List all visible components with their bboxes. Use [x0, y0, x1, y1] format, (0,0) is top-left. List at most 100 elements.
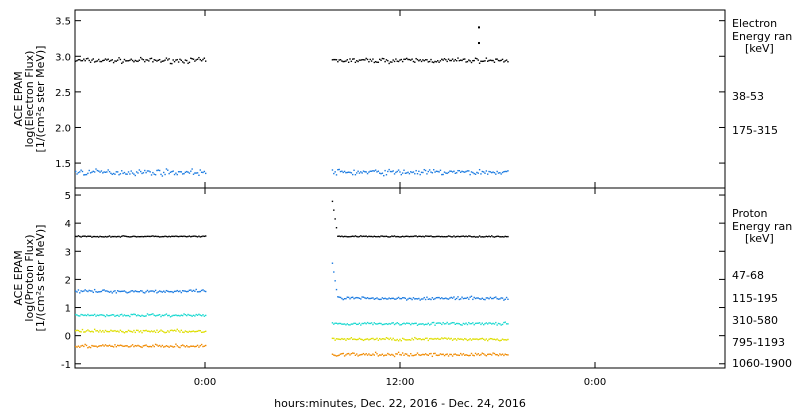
proton-data-point [416, 338, 419, 341]
proton-data-point [408, 235, 411, 238]
proton-data-point [501, 323, 504, 326]
proton-data-point [202, 345, 204, 348]
proton-data-point [96, 291, 99, 293]
proton-data-point [195, 235, 197, 238]
electron-data-point [110, 172, 112, 175]
proton-data-point [424, 323, 427, 326]
electron-data-point [95, 168, 97, 170]
proton-data-point [184, 235, 187, 238]
proton-data-point [449, 235, 451, 237]
proton-legend-entry-4: 795-1193 [732, 336, 785, 349]
proton-data-point [357, 355, 359, 357]
proton-data-point [135, 315, 138, 317]
proton-data-point [345, 235, 347, 238]
proton-data-point [391, 235, 393, 237]
proton-data-point [89, 314, 92, 317]
proton-data-point [374, 323, 377, 325]
proton-data-point [366, 338, 369, 340]
proton-data-point [173, 345, 176, 348]
proton-data-point [161, 330, 164, 332]
proton-data-point [165, 289, 168, 292]
proton-data-point [397, 340, 400, 342]
electron-data-point [168, 58, 170, 60]
proton-data-point [134, 331, 136, 334]
electron-data-point [98, 58, 100, 61]
proton-data-point [419, 338, 421, 340]
proton-data-point [439, 353, 442, 355]
electron-data-point [466, 170, 469, 172]
electron-data-point [352, 173, 354, 176]
proton-data-point [366, 236, 369, 238]
proton-data-point [338, 296, 340, 298]
proton-data-point [83, 314, 85, 317]
proton-data-point [106, 290, 108, 292]
proton-data-point [395, 353, 397, 355]
proton-data-point [163, 346, 165, 348]
electron-data-point [157, 59, 160, 62]
proton-data-point [423, 354, 425, 356]
proton-data-point [480, 338, 482, 340]
proton-data-point [357, 323, 359, 325]
electron-data-point [171, 170, 173, 173]
electron-data-point [190, 170, 192, 172]
proton-data-point [102, 236, 104, 238]
proton-data-point [84, 314, 86, 316]
proton-data-point [157, 235, 160, 238]
proton-data-point [383, 235, 385, 238]
electron-data-point [152, 61, 154, 63]
electron-data-point [458, 170, 461, 172]
proton-data-point [118, 315, 120, 318]
electron-data-point [115, 171, 118, 173]
electron-data-point [191, 58, 193, 60]
proton-data-point [108, 235, 111, 237]
electron-data-point [379, 58, 381, 61]
proton-data-point [473, 235, 475, 238]
proton-data-point [81, 344, 84, 347]
proton-data-point [85, 290, 88, 292]
proton-data-point [504, 235, 506, 238]
electron-data-point [377, 61, 380, 63]
electron-data-point [453, 60, 455, 62]
proton-data-point [482, 236, 485, 238]
proton-data-point [172, 346, 174, 348]
proton-data-point [104, 329, 107, 332]
electron-data-point [75, 170, 77, 173]
proton-legend-subtitle: Energy ran [732, 220, 792, 233]
proton-data-point [485, 322, 488, 324]
proton-data-point [331, 200, 334, 203]
proton-data-point [431, 321, 434, 324]
proton-data-point [343, 297, 346, 300]
electron-data-point [165, 57, 168, 59]
proton-data-point [89, 290, 92, 292]
proton-data-point [199, 329, 201, 332]
proton-data-point [377, 298, 380, 300]
proton-data-point [79, 235, 81, 238]
proton-data-point [454, 236, 456, 238]
electron-data-point [180, 171, 183, 173]
proton-data-point [377, 322, 380, 325]
proton-data-point [140, 346, 142, 348]
proton-data-point [431, 338, 434, 340]
electron-data-point [349, 58, 351, 60]
electron-data-point [126, 60, 128, 62]
proton-data-point [377, 355, 380, 357]
proton-data-point [181, 290, 184, 292]
electron-data-point [358, 172, 361, 174]
proton-data-point [368, 353, 370, 355]
proton-data-point [364, 235, 366, 238]
proton-data-point [349, 235, 351, 238]
proton-data-point [361, 353, 363, 356]
proton-data-point [469, 235, 471, 237]
proton-data-point [472, 322, 474, 324]
proton-data-point [337, 235, 339, 238]
proton-data-point [352, 352, 354, 354]
electron-data-point [408, 58, 411, 61]
proton-data-point [462, 339, 465, 341]
proton-data-point [134, 235, 136, 238]
proton-data-point [123, 345, 126, 347]
proton-data-point [126, 235, 128, 238]
proton-data-point [91, 290, 93, 292]
proton-data-point [85, 235, 88, 238]
proton-data-point [184, 330, 187, 332]
electron-data-point [366, 58, 369, 61]
